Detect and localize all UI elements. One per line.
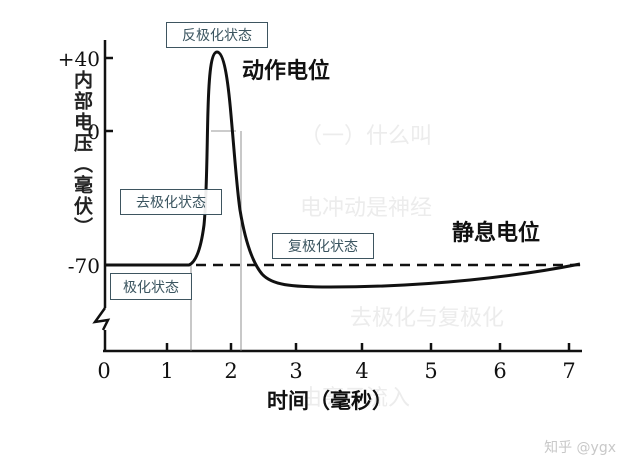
svg-text:0: 0 [97,359,110,383]
background-scan-text: 去极化与复极化 [350,306,505,331]
svg-text:1: 1 [160,359,173,383]
svg-text:7: 7 [562,359,575,383]
reference-lines [190,130,242,351]
background-scan-text: （一）什么叫 [300,124,433,149]
resting-potential-label: 静息电位 [452,220,540,246]
svg-text:3: 3 [289,359,302,383]
svg-text:5: 5 [424,359,437,383]
y-axis-title: 内部电压（毫伏） [71,70,93,238]
x-axis-title: 时间（毫秒） [267,389,393,413]
svg-text:6: 6 [493,359,506,383]
y-axis [92,40,113,351]
watermark: 知乎 @ygx [544,440,616,456]
y-tick-label: +40 [58,47,100,71]
action-potential-curve [105,50,581,289]
background-scan-text: 由离子流入 [300,386,411,411]
polarization-label: 极化状态 [110,273,192,300]
background-scan-text: 电冲动是神经 [300,196,433,221]
y-tick-label: 0 [87,120,100,144]
svg-text:2: 2 [224,359,237,383]
x-tick-labels: 0 1 2 3 4 5 6 7 [97,359,575,383]
reverse-polarization-label: 反极化状态 [166,22,268,48]
depolarization-label: 去极化状态 [120,189,222,215]
action-potential-label: 动作电位 [242,58,330,84]
y-tick-label: -70 [68,254,100,278]
repolarization-label: 复极化状态 [272,233,374,259]
svg-text:4: 4 [355,359,368,383]
x-axis [103,343,582,353]
